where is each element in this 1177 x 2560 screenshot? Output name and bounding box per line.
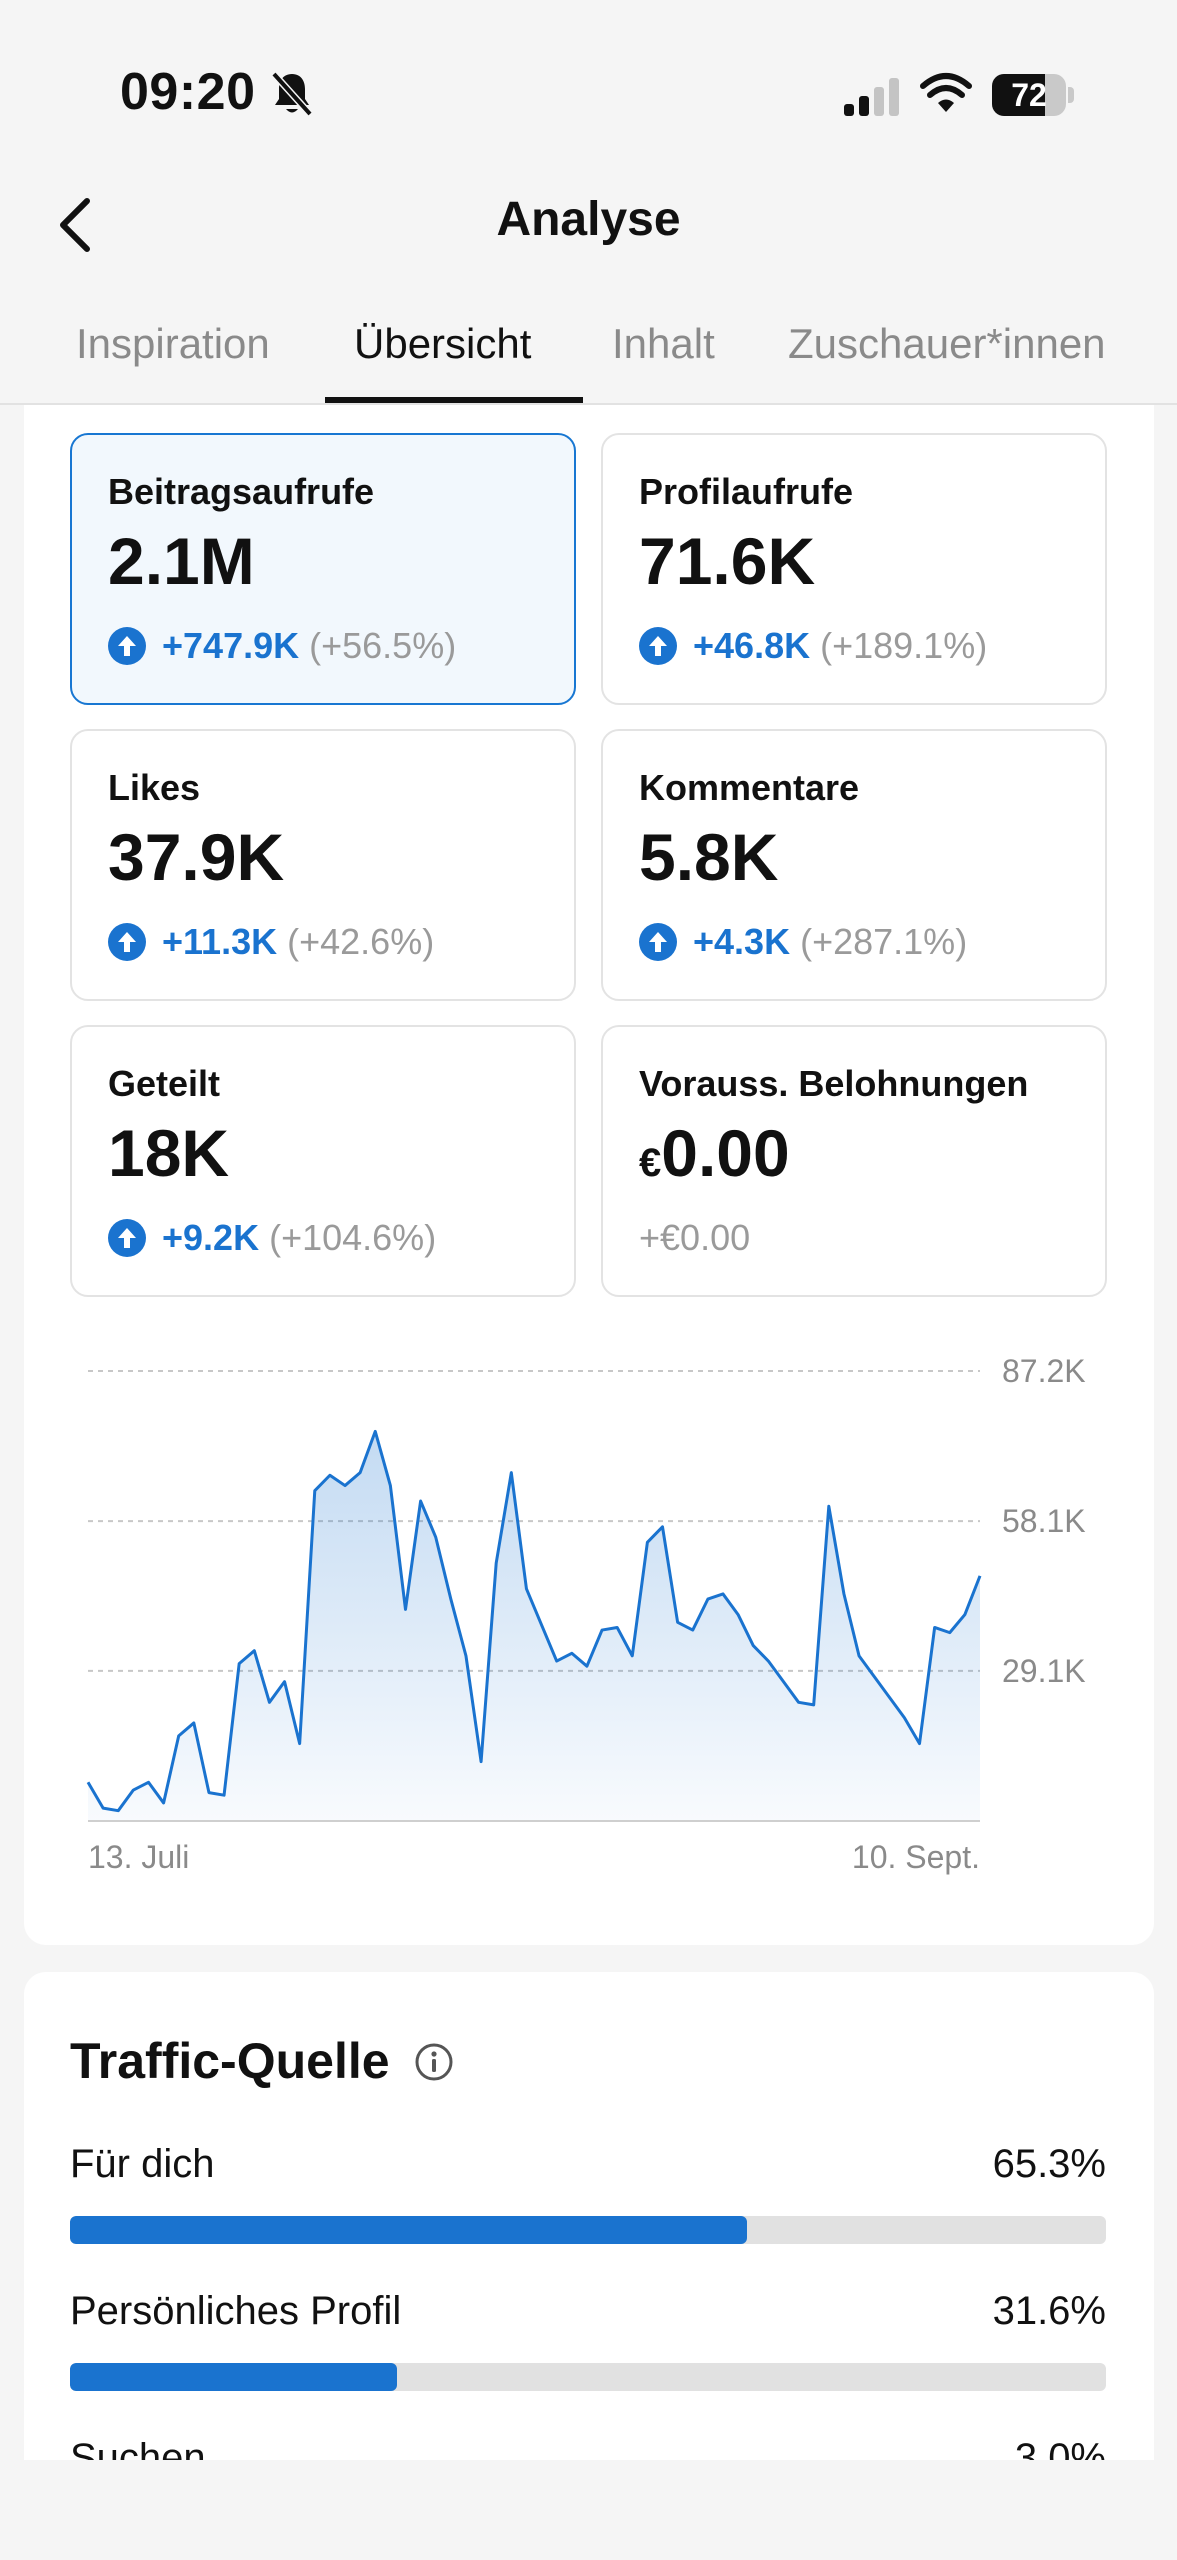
y-tick-label: 58.1K xyxy=(1002,1503,1086,1539)
chevron-left-icon xyxy=(60,198,90,252)
traffic-source-percent: 31.6% xyxy=(992,2289,1106,2333)
wifi-icon xyxy=(920,73,972,112)
series-area xyxy=(88,1431,980,1821)
metric-card-likes[interactable]: Likes 37.9K +11.3K (+42.6%) xyxy=(70,729,576,1001)
y-tick-label: 29.1K xyxy=(1002,1653,1086,1689)
change-absolute: +747.9K xyxy=(162,625,300,666)
battery-icon: 72 xyxy=(992,74,1074,116)
change-absolute: +11.3K xyxy=(162,921,278,962)
tab-content[interactable]: Inhalt xyxy=(612,320,715,367)
traffic-source-bar-fill xyxy=(70,2363,398,2391)
metric-value: €0.00 xyxy=(639,1115,790,1191)
change-percent: (+189.1%) xyxy=(820,625,988,666)
y-tick-label: 87.2K xyxy=(1002,1353,1086,1389)
metric-card-comments[interactable]: Kommentare 5.8K +4.3K (+287.1%) xyxy=(601,729,1107,1001)
metric-value: 37.9K xyxy=(108,820,285,894)
post-views-chart: 87.2K 58.1K 29.1K 13. Juli 10. Sept. xyxy=(86,1353,1086,1875)
tab-audience[interactable]: Zuschauer*innen xyxy=(788,320,1106,367)
traffic-source-bar xyxy=(70,2216,1106,2244)
traffic-source-bar xyxy=(70,2363,1106,2391)
active-tab-indicator xyxy=(325,397,583,403)
change-absolute: +4.3K xyxy=(693,921,791,962)
metric-label: Likes xyxy=(108,767,201,808)
traffic-source-percent: 3.0% xyxy=(1014,2436,1106,2460)
tab-overview[interactable]: Übersicht xyxy=(354,320,532,367)
metric-label: Beitragsaufrufe xyxy=(108,471,375,512)
metric-card-shares[interactable]: Geteilt 18K +9.2K (+104.6%) xyxy=(70,1025,576,1297)
arrow-up-circle-icon xyxy=(108,627,146,665)
metric-label: Kommentare xyxy=(639,767,860,808)
metric-card-profile-views[interactable]: Profilaufrufe 71.6K +46.8K (+189.1%) xyxy=(601,433,1107,705)
metric-change: +4.3K (+287.1%) xyxy=(639,921,967,963)
change-absolute: +9.2K xyxy=(162,1217,260,1258)
metric-label: Profilaufrufe xyxy=(639,471,854,512)
signal-icon xyxy=(844,78,899,116)
status-bar: 09:20 72 xyxy=(0,0,1177,180)
metric-change: +11.3K (+42.6%) xyxy=(108,921,434,963)
traffic-source-name: Für dich xyxy=(70,2142,215,2186)
metric-value: 2.1M xyxy=(108,524,255,598)
status-time: 09:20 xyxy=(120,63,256,121)
change-absolute: +€0.00 xyxy=(639,1217,751,1258)
traffic-source-name: Persönliches Profil xyxy=(70,2289,402,2333)
tab-inspiration[interactable]: Inspiration xyxy=(76,320,270,367)
tab-bar: Inspiration Übersicht Inhalt Zuschauer*i… xyxy=(0,300,1177,405)
arrow-up-circle-icon xyxy=(639,627,677,665)
change-percent: (+42.6%) xyxy=(287,921,435,962)
metric-value: 5.8K xyxy=(639,820,779,894)
metric-label: Vorauss. Belohnungen xyxy=(639,1063,1029,1104)
bell-slash-icon xyxy=(271,71,313,117)
change-percent: (+104.6%) xyxy=(269,1217,437,1258)
bottom-edge xyxy=(0,2460,1177,2560)
series-line xyxy=(86,1429,982,1813)
back-button[interactable] xyxy=(40,190,110,260)
info-icon[interactable] xyxy=(414,2042,454,2082)
x-tick-label-start: 13. Juli xyxy=(88,1839,189,1875)
metric-card-post-views[interactable]: Beitragsaufrufe 2.1M +747.9K (+56.5%) xyxy=(70,433,576,705)
traffic-source-percent: 65.3% xyxy=(992,2142,1106,2186)
traffic-source-bar-fill xyxy=(70,2216,747,2244)
metric-amount: 0.00 xyxy=(661,1116,790,1190)
page-title: Analyse xyxy=(496,193,681,246)
metric-value: 18K xyxy=(108,1116,230,1190)
metric-label: Geteilt xyxy=(108,1063,221,1104)
overview-card: Beitragsaufrufe 2.1M +747.9K (+56.5%) Pr… xyxy=(24,405,1154,1945)
metric-card-estimated-rewards[interactable]: Vorauss. Belohnungen €0.00 +€0.00 xyxy=(601,1025,1107,1297)
metric-change: +9.2K (+104.6%) xyxy=(108,1217,436,1259)
arrow-up-circle-icon xyxy=(639,923,677,961)
currency-symbol: € xyxy=(639,1141,662,1185)
metric-change: +747.9K (+56.5%) xyxy=(108,625,456,667)
x-tick-label-end: 10. Sept. xyxy=(852,1839,980,1875)
arrow-up-circle-icon xyxy=(108,1219,146,1257)
traffic-source-title: Traffic-Quelle xyxy=(70,2033,390,2089)
metric-value: 71.6K xyxy=(639,524,816,598)
arrow-up-circle-icon xyxy=(108,923,146,961)
change-percent: (+56.5%) xyxy=(309,625,457,666)
battery-level: 72 xyxy=(1011,77,1047,113)
traffic-source-card: Traffic-Quelle Für dich 65.3% Persönlich… xyxy=(24,1972,1154,2460)
change-percent: (+287.1%) xyxy=(800,921,968,962)
metric-change: +€0.00 xyxy=(639,1217,750,1259)
change-absolute: +46.8K xyxy=(693,625,811,666)
metric-change: +46.8K (+189.1%) xyxy=(639,625,987,667)
traffic-source-name: Suchen xyxy=(70,2436,206,2460)
